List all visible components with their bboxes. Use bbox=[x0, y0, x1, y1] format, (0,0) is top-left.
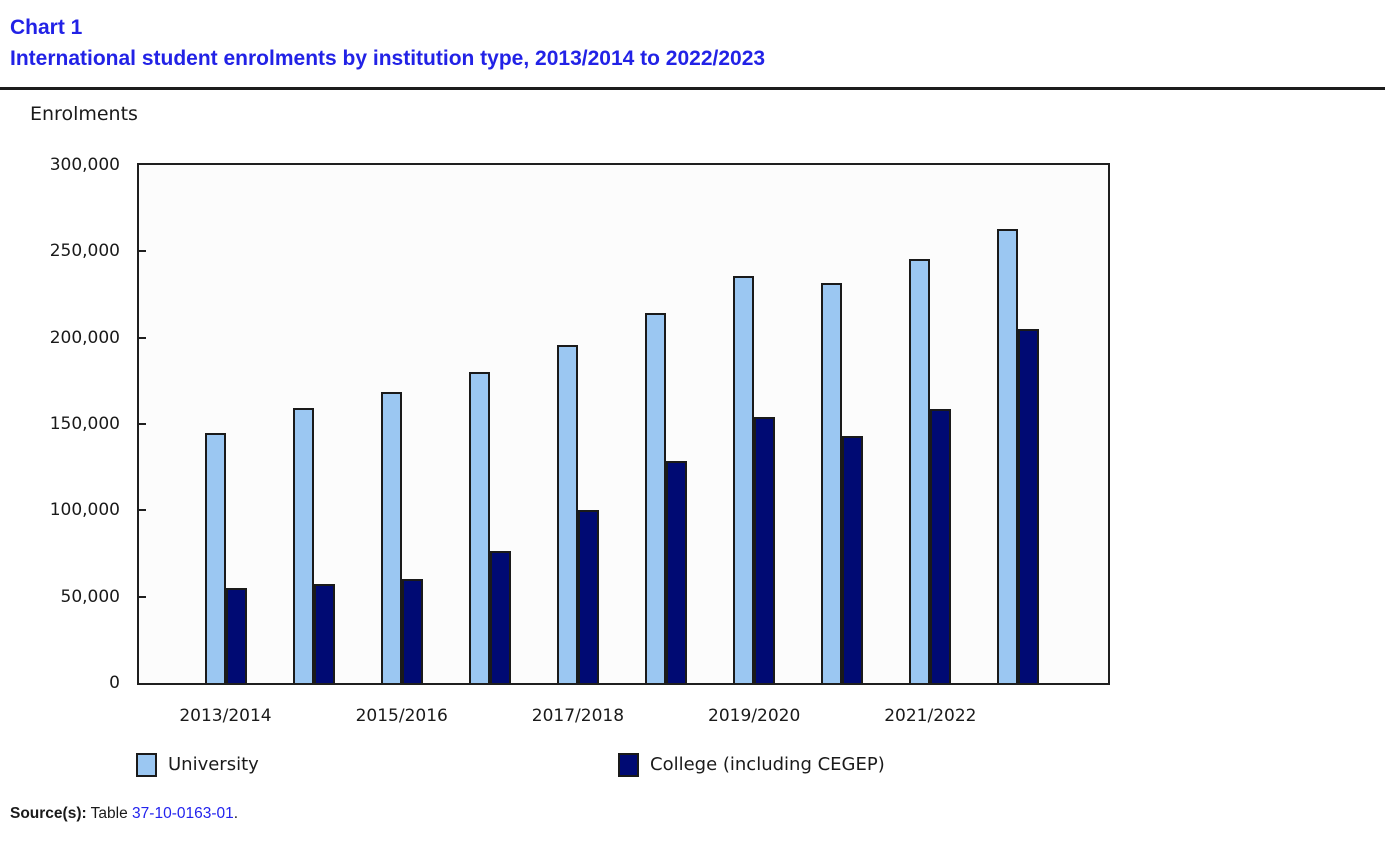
y-tick-label: 100,000 bbox=[49, 500, 120, 521]
x-tick-label: 2019/2020 bbox=[708, 706, 801, 726]
bar-college-2014/2015 bbox=[313, 584, 335, 683]
y-tick-label: 250,000 bbox=[49, 241, 120, 262]
bar-university-2022/2023 bbox=[997, 229, 1019, 683]
source-note: Source(s): Table 37-10-0163-01. bbox=[10, 805, 238, 823]
y-tick-mark bbox=[139, 336, 146, 339]
y-axis-title: Enrolments bbox=[30, 103, 138, 125]
bar-college-2013/2014 bbox=[225, 588, 247, 683]
bar-university-2013/2014 bbox=[204, 433, 226, 683]
bar-college-2016/2017 bbox=[489, 551, 511, 683]
title-divider bbox=[0, 87, 1385, 90]
x-tick-label: 2015/2016 bbox=[355, 706, 448, 726]
source-prefix: Source(s): bbox=[10, 805, 87, 822]
university-legend-swatch bbox=[136, 753, 157, 777]
x-tick-label: 2013/2014 bbox=[179, 706, 272, 726]
chart-number: Chart 1 bbox=[10, 16, 83, 39]
legend-label-university: University bbox=[168, 754, 259, 775]
chart-header: Chart 1 International student enrolments… bbox=[10, 12, 765, 74]
y-tick-label: 300,000 bbox=[49, 155, 120, 175]
bar-university-2018/2019 bbox=[645, 313, 667, 683]
bar-university-2021/2022 bbox=[909, 259, 931, 683]
legend-item-university: University bbox=[136, 752, 259, 778]
source-text: Table bbox=[86, 805, 133, 822]
bar-college-2015/2016 bbox=[401, 579, 423, 683]
bar-college-2021/2022 bbox=[930, 409, 952, 683]
source-suffix: . bbox=[233, 805, 239, 822]
bar-college-2018/2019 bbox=[666, 461, 688, 683]
bar-university-2020/2021 bbox=[821, 283, 843, 683]
y-tick-label: 150,000 bbox=[49, 414, 120, 434]
legend-item-college: College (including CEGEP) bbox=[618, 752, 885, 778]
bar-college-2020/2021 bbox=[842, 436, 864, 683]
bar-university-2019/2020 bbox=[733, 276, 755, 683]
bar-university-2015/2016 bbox=[380, 392, 402, 683]
bar-university-2016/2017 bbox=[468, 372, 490, 683]
y-tick-mark bbox=[139, 595, 146, 598]
y-tick-mark bbox=[139, 250, 146, 253]
y-tick-mark bbox=[139, 423, 146, 425]
y-tick-label: 0 bbox=[109, 673, 120, 693]
bar-university-2017/2018 bbox=[556, 345, 578, 683]
x-tick-label: 2017/2018 bbox=[531, 706, 625, 726]
bar-university-2014/2015 bbox=[292, 408, 314, 683]
y-tick-label: 50,000 bbox=[60, 586, 120, 607]
bar-college-2019/2020 bbox=[754, 417, 776, 683]
source-table-link[interactable]: 37-10-0163-01 bbox=[132, 805, 234, 822]
legend-label-college: College (including CEGEP) bbox=[650, 754, 885, 775]
y-tick-label: 200,000 bbox=[49, 327, 120, 348]
college-legend-swatch bbox=[618, 753, 639, 777]
bar-college-2022/2023 bbox=[1018, 329, 1040, 683]
plot-area bbox=[137, 163, 1110, 685]
y-tick-mark bbox=[139, 509, 146, 512]
page-title: International student enrolments by inst… bbox=[10, 47, 766, 70]
x-tick-label: 2021/2022 bbox=[884, 706, 977, 726]
bar-college-2017/2018 bbox=[577, 510, 599, 683]
